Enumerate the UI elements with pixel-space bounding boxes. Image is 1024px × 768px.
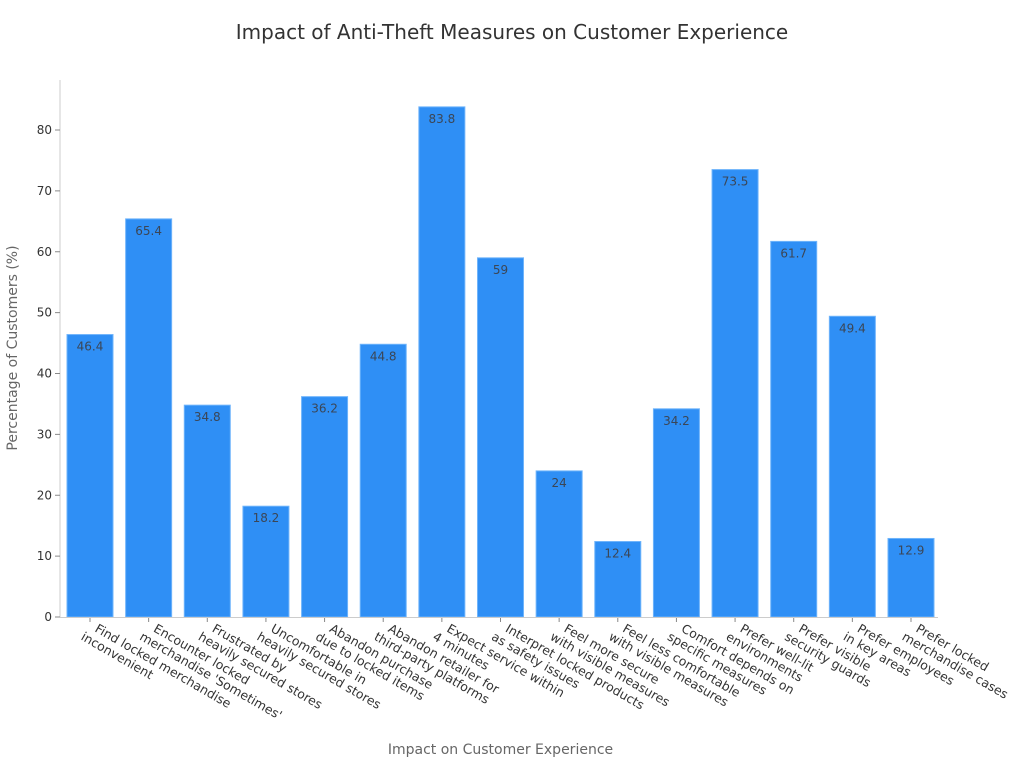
bar [594,541,642,618]
x-axis-title: Impact on Customer Experience [387,742,614,758]
bar-value-label: 59 [493,263,508,277]
bar [711,169,759,618]
y-tick-label: 60 [37,245,52,259]
bar-value-label: 18.2 [253,511,280,525]
bars-group: 46.4 65.4 34.8 18.2 36.2 44.8 83.8 59 24 12.4 34.2… [66,106,935,618]
axes-group: 0 10 20 30 40 50 60 70 80 [37,80,938,624]
bar [770,240,818,618]
y-tick-label: 70 [37,184,52,198]
bar-value-label: 65.4 [135,224,162,238]
bar [242,505,290,618]
bar-value-label: 12.4 [604,547,631,561]
bar-value-label: 36.2 [311,402,338,416]
bar [418,106,466,618]
y-tick-label: 20 [37,488,52,502]
bar [66,334,114,618]
y-tick-label: 30 [37,427,52,441]
bar-value-label: 34.8 [194,410,221,424]
y-tick-label: 80 [37,123,52,137]
bar-value-label: 83.8 [428,112,455,126]
x-tick-labels: Find locked merchandiseinconvenientEncou… [79,621,1011,723]
bar-value-label: 73.5 [722,175,749,189]
bar [359,343,407,618]
bar-value-label: 12.9 [898,543,925,557]
bar-value-label: 44.8 [370,349,397,363]
bar [477,257,524,618]
bar-value-label: 49.4 [839,321,866,335]
bar [183,404,231,618]
bar [301,396,349,618]
bar [828,315,876,618]
bar-value-label: 46.4 [77,340,104,354]
bar-value-label: 34.2 [663,414,690,428]
bar [652,408,700,618]
bar [535,470,583,618]
y-tick-label: 40 [37,367,52,381]
y-tick-label: 0 [44,610,52,624]
bar-value-label: 24 [552,476,567,490]
y-tick-label: 50 [37,306,52,320]
bar [125,218,173,618]
y-tick-label: 10 [37,549,52,563]
bar-value-label: 61.7 [780,246,807,260]
chart-title: Impact of Anti-Theft Measures on Custome… [235,20,789,44]
